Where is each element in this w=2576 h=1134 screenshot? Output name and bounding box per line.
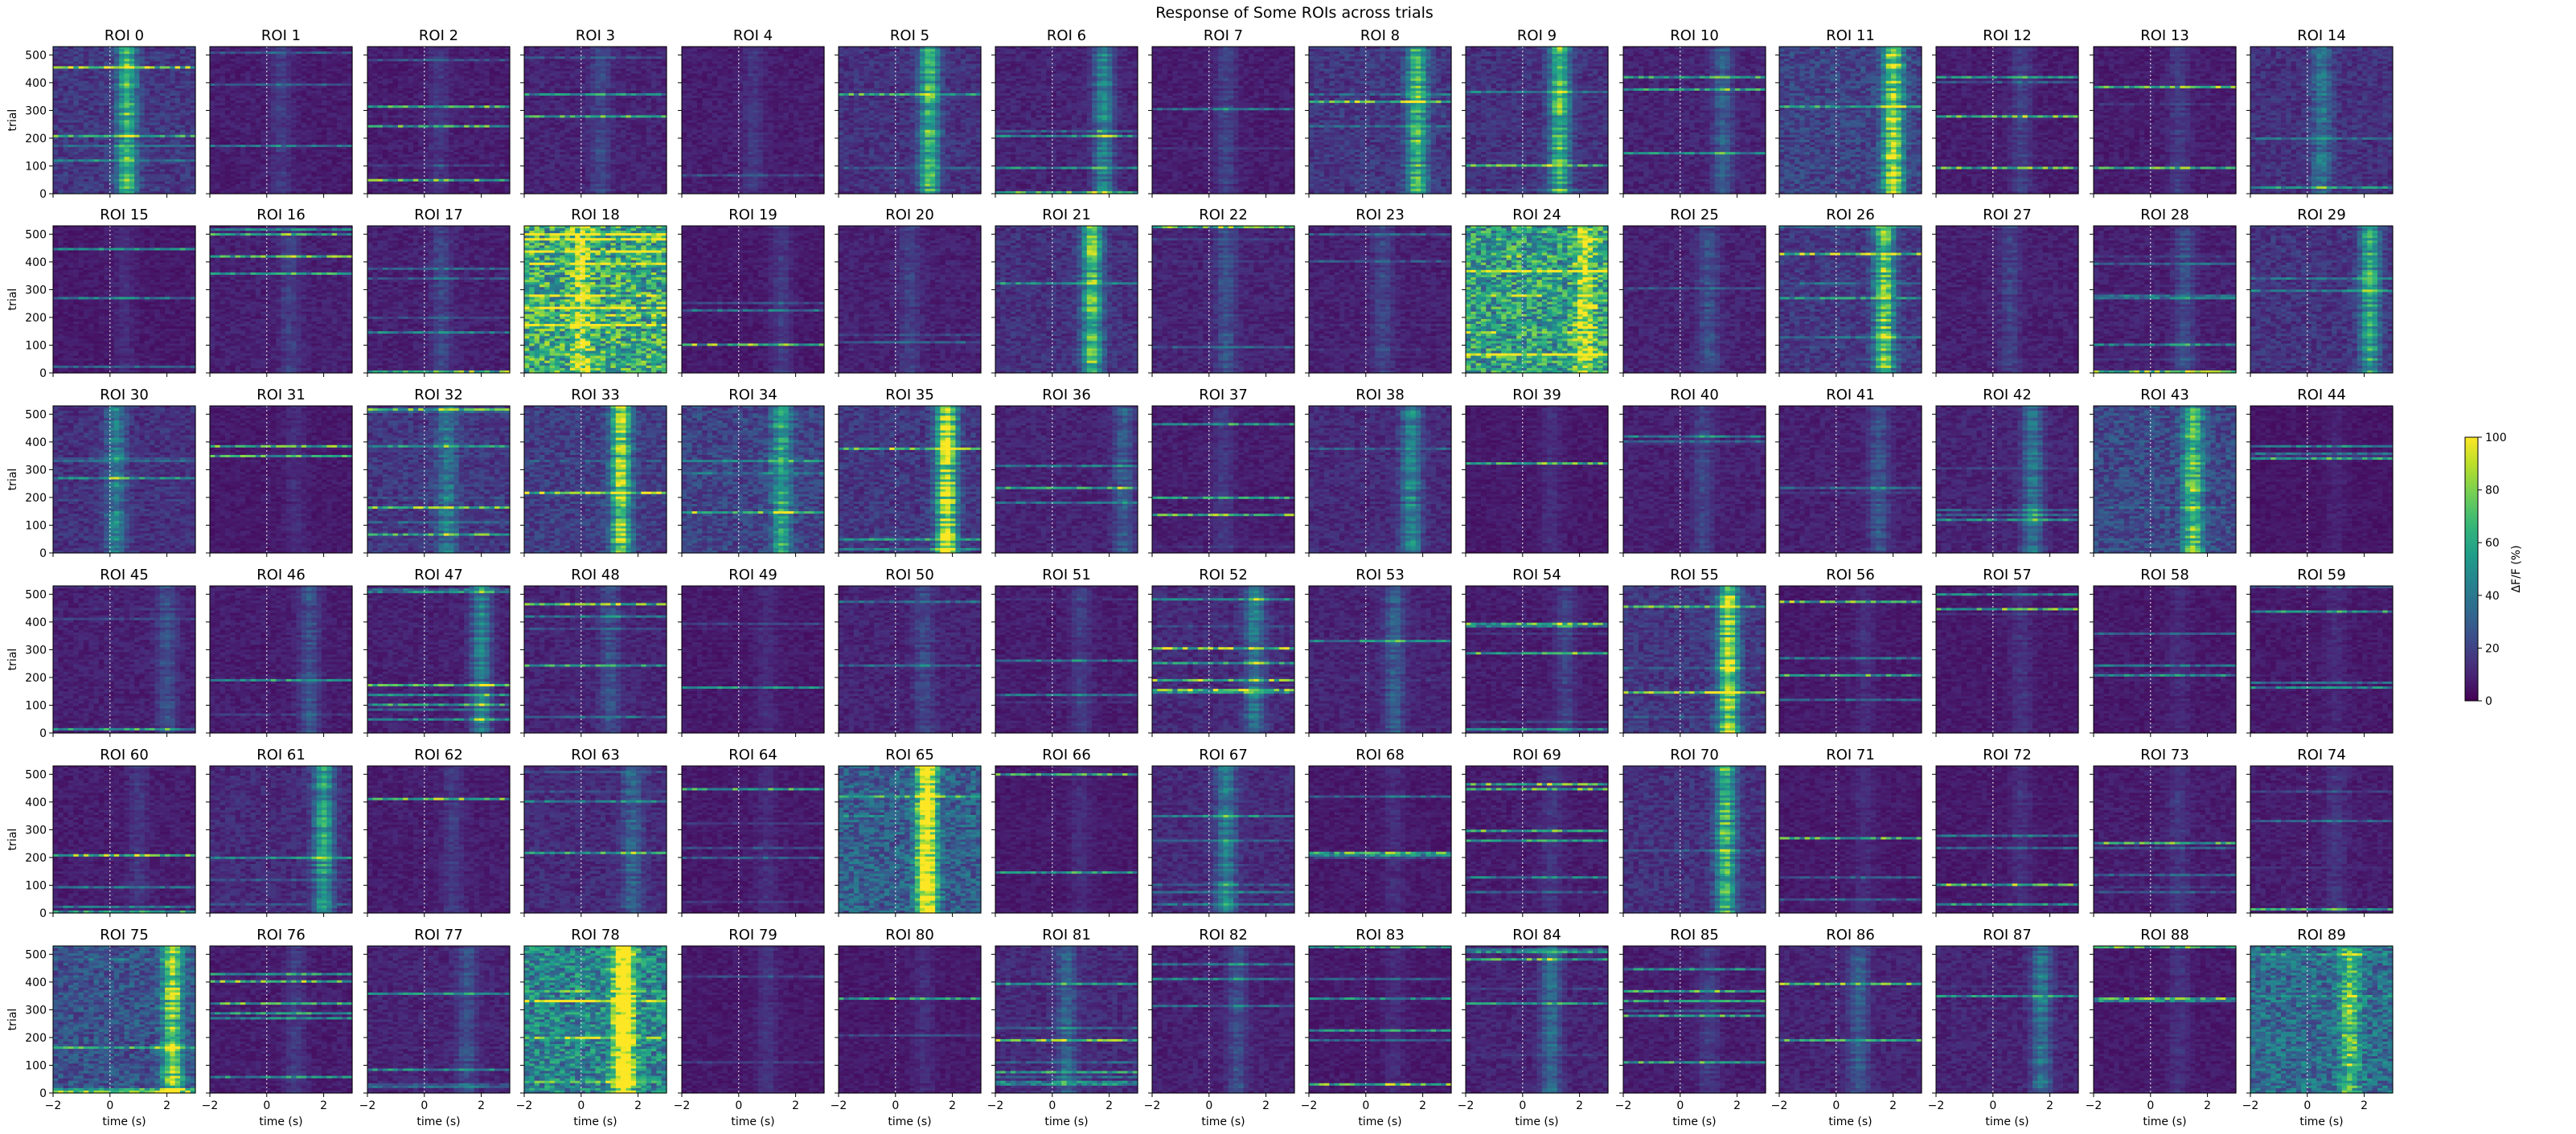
heatmap-panel: ROI 1 — [206, 27, 353, 198]
heatmap-cells — [210, 47, 353, 194]
y-tick-label: 100 — [25, 160, 47, 173]
y-tick-label: 0 — [39, 188, 47, 201]
y-tick-label: 500 — [25, 49, 47, 62]
heatmap-cells — [53, 47, 196, 194]
y-tick-label: 300 — [25, 104, 47, 117]
panel-title: ROI 0 — [105, 27, 144, 44]
panel-title: ROI 1 — [261, 27, 301, 44]
y-tick-label: 400 — [25, 77, 47, 90]
y-axis-label: trial — [6, 109, 19, 132]
heatmap-panel: ROI 0 0 100 200 300 400 500 trial — [6, 27, 196, 201]
figure-title: Response of Some ROIs across trials — [1155, 4, 1434, 22]
y-tick-label: 200 — [25, 133, 47, 145]
